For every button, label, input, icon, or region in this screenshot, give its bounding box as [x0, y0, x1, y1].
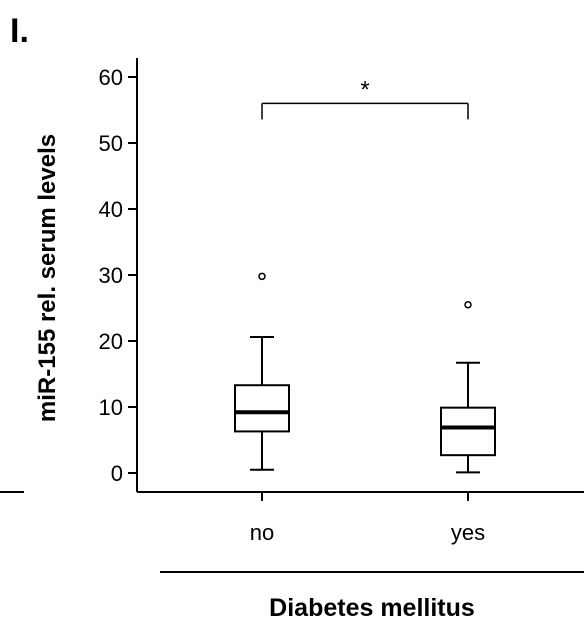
box-yes [440, 300, 496, 474]
outlier-point [464, 300, 472, 309]
y-tick-label: 40 [99, 197, 123, 222]
iqr-box [234, 384, 290, 433]
axes: 0 10 20 30 40 50 60 no yes [0, 58, 584, 573]
panel-label: I. [10, 12, 29, 50]
y-tick-label: 20 [99, 329, 123, 354]
y-tick-label: 50 [99, 131, 123, 156]
x-tick-label: yes [451, 520, 485, 545]
y-tick-label: 10 [99, 395, 123, 420]
x-axis-label: Diabetes mellitus [269, 594, 475, 622]
significance-label: * [360, 76, 369, 103]
x-tick-label: no [250, 520, 274, 545]
iqr-box [440, 406, 496, 457]
y-tick-label: 30 [99, 263, 123, 288]
significance-annotation: * [261, 76, 469, 120]
y-tick-label: 60 [99, 65, 123, 90]
y-axis-label: miR-155 rel. serum levels [34, 134, 61, 422]
outlier-point [258, 272, 266, 281]
boxes [234, 272, 496, 474]
y-tick-label: 0 [111, 461, 123, 486]
box-no [234, 272, 290, 471]
